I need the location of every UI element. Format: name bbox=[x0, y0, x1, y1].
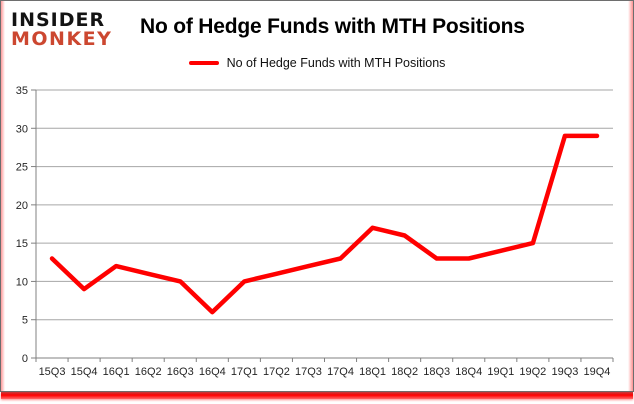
logo-line-insider: INSIDER bbox=[11, 9, 106, 31]
x-axis-label: 15Q3 bbox=[39, 366, 66, 378]
x-axis-label: 18Q4 bbox=[455, 366, 482, 378]
x-axis-label: 17Q3 bbox=[295, 366, 322, 378]
x-axis-label: 18Q3 bbox=[423, 366, 450, 378]
y-axis-label: 10 bbox=[16, 276, 28, 288]
x-axis-label: 17Q1 bbox=[231, 366, 258, 378]
y-axis-label: 5 bbox=[22, 315, 28, 327]
y-axis-label: 0 bbox=[22, 353, 28, 365]
x-axis-label: 18Q2 bbox=[391, 366, 418, 378]
x-axis-label: 16Q2 bbox=[135, 366, 162, 378]
x-axis-label: 15Q4 bbox=[71, 366, 98, 378]
y-axis-label: 15 bbox=[16, 238, 28, 250]
x-axis-label: 19Q2 bbox=[519, 366, 546, 378]
y-axis-label: 25 bbox=[16, 162, 28, 174]
y-axis-label: 35 bbox=[16, 85, 28, 97]
x-axis-label: 16Q4 bbox=[199, 366, 226, 378]
x-axis-label: 16Q3 bbox=[167, 366, 194, 378]
x-axis-label: 19Q3 bbox=[551, 366, 578, 378]
insider-monkey-logo: INSIDER MONKEY bbox=[11, 11, 131, 48]
y-axis-label: 20 bbox=[16, 200, 28, 212]
series-line bbox=[49, 133, 600, 315]
x-axis-label: 17Q4 bbox=[327, 366, 354, 378]
chart-title: No of Hedge Funds with MTH Positions bbox=[140, 15, 525, 38]
x-axis-label: 19Q1 bbox=[487, 366, 514, 378]
legend: No of Hedge Funds with MTH Positions bbox=[0, 56, 634, 70]
x-axis-label: 19Q4 bbox=[584, 366, 611, 378]
logo-line-monkey: MONKEY bbox=[11, 27, 113, 50]
y-axis-label: 30 bbox=[16, 123, 28, 135]
x-axis-label: 17Q2 bbox=[263, 366, 290, 378]
bottom-red-bar bbox=[1, 392, 633, 399]
chart-header: INSIDER MONKEY No of Hedge Funds with MT… bbox=[0, 0, 634, 48]
legend-line-swatch bbox=[188, 61, 219, 65]
legend-label: No of Hedge Funds with MTH Positions bbox=[226, 56, 446, 70]
x-axis-label: 18Q1 bbox=[359, 366, 386, 378]
x-axis-label: 16Q1 bbox=[103, 366, 130, 378]
